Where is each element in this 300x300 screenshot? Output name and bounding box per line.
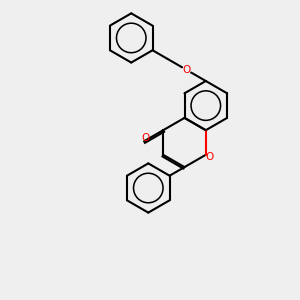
Text: O: O [141, 133, 150, 143]
Text: O: O [182, 65, 191, 75]
Text: O: O [206, 152, 214, 162]
